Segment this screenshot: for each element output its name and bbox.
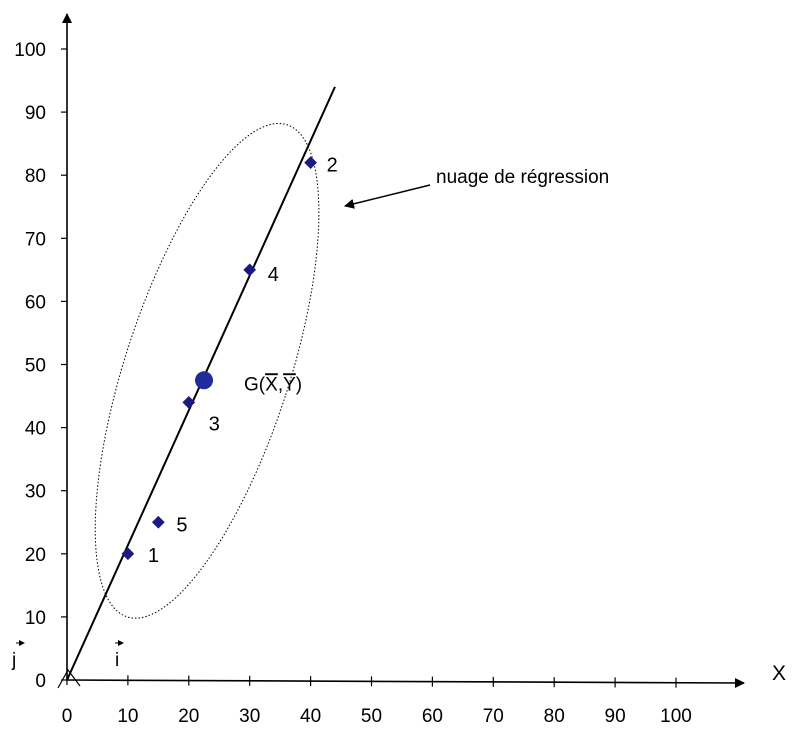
- x-tick-label: 20: [178, 706, 199, 727]
- x-tick-label: 90: [605, 706, 626, 727]
- regression-cloud-ellipse: [94, 122, 320, 619]
- x-tick-label: 60: [422, 706, 443, 727]
- annotation-arrow: [344, 184, 431, 209]
- y-tick-label: 10: [25, 608, 46, 629]
- x-axis: [66, 677, 745, 688]
- y-tick-label: 80: [25, 166, 46, 187]
- y-tick-label: 60: [25, 292, 46, 313]
- point-label: 4: [268, 264, 279, 286]
- data-point: [121, 547, 135, 561]
- centroid-label-xbar: X: [265, 374, 278, 395]
- data-point: [304, 156, 317, 169]
- x-tick-label: 100: [660, 706, 692, 727]
- centroid-label-suffix: ): [296, 374, 302, 395]
- y-tick-label: 90: [25, 103, 46, 124]
- x-tick-label: 30: [239, 706, 260, 727]
- point-label: 5: [176, 514, 187, 536]
- y-ticks: 0 10 20 30 40 50 60 70 80 90 100: [14, 40, 67, 692]
- origin-triangle-icon: [57, 668, 81, 689]
- x-tick-label: 80: [544, 706, 565, 727]
- data-points: 1 2 3 4 5: [121, 155, 338, 567]
- y-tick-label: 50: [25, 356, 46, 377]
- unit-vectors: j i: [11, 640, 124, 689]
- data-point: [243, 263, 257, 277]
- x-tick-label: 0: [62, 706, 73, 727]
- y-tick-label: 70: [25, 229, 46, 250]
- x-tick-label: 40: [300, 706, 321, 727]
- x-tick-label: 50: [361, 706, 382, 727]
- y-tick-label: 40: [25, 419, 46, 440]
- y-tick-label: 0: [35, 671, 46, 692]
- centroid-marker: [195, 371, 214, 390]
- centroid-label-prefix: G(: [244, 374, 266, 395]
- annotation-label: nuage de régression: [436, 167, 609, 188]
- y-tick-label: 20: [25, 545, 46, 566]
- vector-i-label: i: [115, 650, 119, 671]
- point-label: 3: [209, 413, 220, 435]
- x-ticks: 0 10 20 30 40 50 60 70 80 90 100: [62, 675, 692, 727]
- data-point: [182, 395, 196, 409]
- y-tick-label: 30: [25, 482, 46, 503]
- centroid-label-comma: ,: [278, 374, 283, 395]
- centroid-label: G(X,Y): [244, 374, 302, 395]
- x-tick-label: 10: [117, 706, 138, 727]
- vector-j-label: j: [11, 650, 16, 671]
- point-label: 2: [327, 155, 338, 177]
- centroid-label-ybar: Y: [283, 374, 296, 395]
- axes: [62, 13, 745, 688]
- point-label: 1: [148, 545, 159, 567]
- y-tick-label: 100: [14, 40, 46, 61]
- data-point: [151, 515, 165, 529]
- x-tick-label: 70: [483, 706, 504, 727]
- x-axis-label: X: [772, 662, 786, 685]
